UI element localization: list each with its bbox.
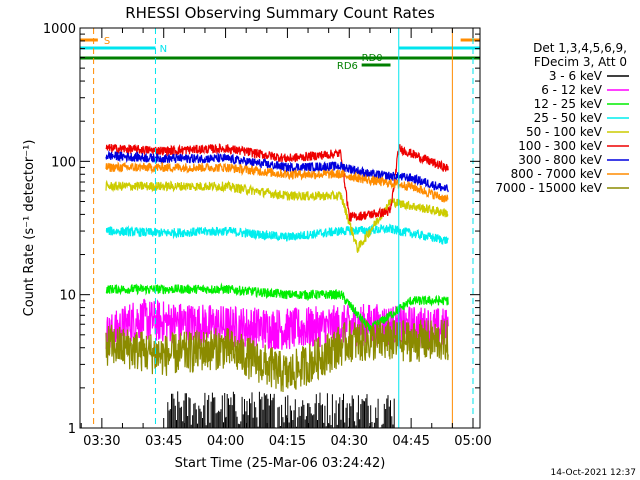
- series-3-6-kev-trace: [167, 391, 395, 428]
- series-300-800kev-trace: [105, 150, 449, 193]
- rd0-flag-label: RD0: [362, 53, 383, 64]
- series-25-50kev-trace: [105, 223, 449, 245]
- legend-label: 300 - 800 keV: [518, 153, 602, 167]
- legend-label: 3 - 6 keV: [549, 69, 603, 83]
- y-axis-label: Count Rate (s⁻¹ detector⁻¹): [22, 140, 37, 317]
- legend-label: 7000 - 15000 keV: [495, 181, 602, 195]
- x-tick-label: 04:45: [392, 434, 429, 449]
- x-tick-label: 04:30: [331, 434, 368, 449]
- legend-label: 6 - 12 keV: [541, 83, 603, 97]
- x-tick-label: 03:45: [145, 434, 182, 449]
- plot-frame: [79, 27, 481, 429]
- rd6-flag-label: RD6: [337, 61, 358, 72]
- series-800-7000kev-trace: [105, 161, 449, 203]
- axes: 03:30 03:45 04:00 04:15 04:30 04:45 05:00 1 10 10…: [43, 22, 492, 449]
- y-tick-label: 100: [51, 155, 76, 170]
- y-tick-label: 1000: [43, 22, 76, 37]
- legend-label: 25 - 50 keV: [534, 111, 603, 125]
- legend-header-line2: FDecim 3, Att 0: [534, 55, 627, 69]
- series-100-300kev-trace: [105, 143, 449, 222]
- legend: Det 1,3,4,5,6,9, FDecim 3, Att 0 3 - 6 k…: [495, 41, 629, 195]
- series-12-25kev-trace: [105, 282, 449, 334]
- x-tick-label: 03:30: [83, 434, 120, 449]
- print-timestamp: 14-Oct-2021 12:37: [551, 468, 636, 478]
- series-50-100kev-trace: [105, 179, 449, 253]
- x-tick-label: 05:00: [454, 434, 491, 449]
- n-flag-label: N: [160, 44, 167, 55]
- s-flag-label: S: [104, 36, 110, 47]
- x-axis-label: Start Time (25-Mar-06 03:24:42): [175, 456, 386, 471]
- legend-label: 100 - 300 keV: [518, 139, 602, 153]
- y-tick-label: 10: [59, 289, 76, 304]
- y-tick-label: 1: [68, 422, 76, 437]
- x-tick-label: 04:15: [269, 434, 306, 449]
- data-layer: [105, 143, 449, 428]
- legend-label: 50 - 100 keV: [526, 125, 603, 139]
- legend-header-line1: Det 1,3,4,5,6,9,: [533, 41, 627, 55]
- legend-label: 800 - 7000 keV: [511, 167, 603, 181]
- chart-title: RHESSI Observing Summary Count Rates: [125, 4, 435, 22]
- instrument-flags: S N RD0 RD6: [80, 28, 480, 428]
- x-tick-label: 04:00: [207, 434, 244, 449]
- legend-label: 12 - 25 keV: [534, 97, 603, 111]
- series-7000-15000kev-trace: [105, 319, 449, 393]
